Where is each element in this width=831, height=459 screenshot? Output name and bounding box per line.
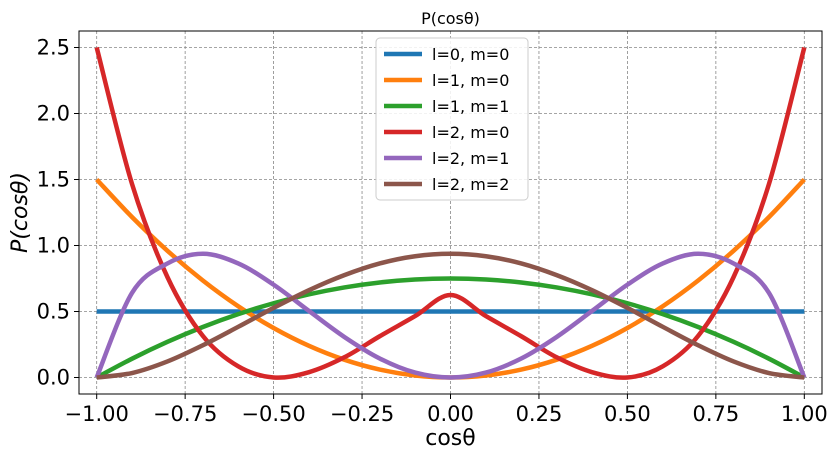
legend-label: l=1, m=1 — [432, 97, 509, 116]
x-axis-label: cosθ — [425, 426, 475, 451]
legend: l=0, m=0 l=1, m=0 l=1, m=1 l=2, m=0 l=2, m=1… — [375, 37, 529, 201]
legend-label: l=0, m=0 — [432, 45, 509, 64]
chart-title: P(cosθ) — [421, 9, 480, 28]
y-tick-label: 2.0 — [37, 102, 70, 126]
y-tick-label: 1.5 — [37, 168, 70, 192]
legend-label: l=1, m=0 — [432, 71, 509, 90]
ticks: −1.00 −0.75 −0.50 −0.25 0.00 0.25 0.50 0.75 1.00… — [37, 36, 828, 427]
series-line-5 — [96, 251, 805, 380]
x-tick-label: 0.00 — [427, 402, 474, 426]
y-tick-label: 2.5 — [37, 36, 70, 60]
x-tick-label: 0.75 — [692, 402, 739, 426]
x-tick-label: −1.00 — [65, 402, 129, 426]
x-tick-label: −0.75 — [153, 402, 217, 426]
y-axis-label: P(cosθ) — [8, 172, 33, 253]
legend-label: l=2, m=1 — [432, 149, 509, 168]
y-tick-label: 0.5 — [37, 300, 70, 324]
series-line-4 — [94, 251, 807, 380]
y-tick-label: 0.0 — [37, 366, 70, 390]
x-tick-label: 0.50 — [604, 402, 651, 426]
series-line-2 — [95, 276, 806, 380]
y-tick-label: 1.0 — [37, 234, 70, 258]
legend-label: l=2, m=0 — [432, 123, 509, 142]
series-layer — [94, 46, 807, 380]
legend-label: l=2, m=2 — [432, 175, 509, 194]
x-tick-label: −0.25 — [330, 402, 394, 426]
x-tick-label: 0.25 — [516, 402, 563, 426]
x-tick-label: −0.50 — [241, 402, 305, 426]
series-line-3 — [94, 46, 807, 380]
x-tick-label: 1.00 — [781, 402, 828, 426]
